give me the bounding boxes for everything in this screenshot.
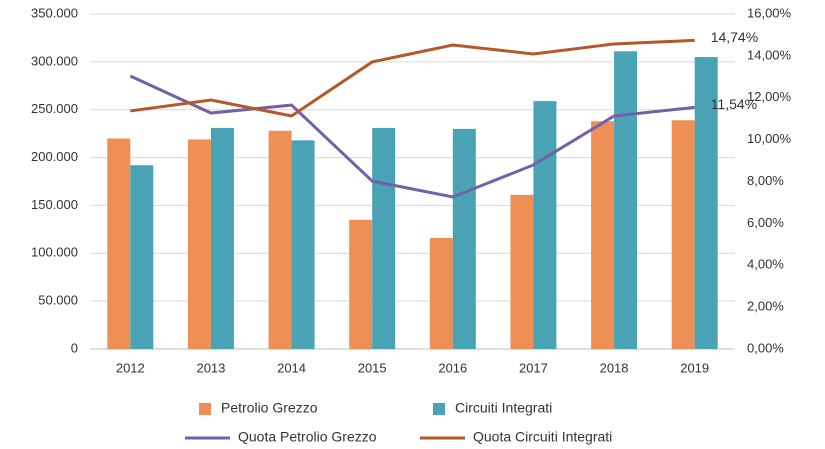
bar — [614, 51, 638, 349]
y-tick-label: 150.000 — [31, 197, 78, 212]
data-label: 14,74% — [711, 29, 758, 45]
bar — [210, 127, 234, 350]
legend-label: Petrolio Grezzo — [221, 400, 318, 416]
x-tick-label: 2016 — [438, 360, 467, 375]
x-tick-label: 2018 — [600, 360, 629, 375]
bar — [187, 139, 211, 349]
y-tick-label: 0 — [71, 340, 78, 355]
legend-label: Quota Circuiti Integrati — [473, 429, 612, 445]
y2-tick-label: 16,00% — [747, 5, 792, 20]
x-tick-label: 2017 — [519, 360, 548, 375]
bar — [349, 219, 373, 349]
bar — [452, 128, 476, 349]
line — [129, 74, 695, 199]
bar — [591, 121, 615, 349]
data-label: 11,54% — [711, 96, 757, 112]
y2-tick-label: 12,00% — [747, 89, 792, 104]
bar — [510, 194, 534, 349]
bar — [429, 237, 453, 349]
bar — [694, 57, 718, 349]
x-tick-label: 2014 — [277, 360, 306, 375]
bar — [372, 127, 396, 350]
line — [130, 38, 695, 118]
legend-label: Circuiti Integrati — [455, 400, 552, 416]
x-tick-label: 2019 — [680, 360, 709, 375]
y-tick-label: 350.000 — [31, 5, 78, 20]
x-tick-label: 2015 — [358, 360, 387, 375]
y2-tick-label: 0,00% — [747, 340, 784, 355]
legend-swatch — [433, 403, 445, 415]
bar — [130, 165, 154, 349]
y2-tick-label: 2,00% — [747, 299, 784, 314]
bar — [268, 130, 292, 349]
bar — [107, 138, 131, 349]
y-tick-label: 300.000 — [31, 53, 78, 68]
y-tick-label: 200.000 — [31, 149, 78, 164]
legend-swatch — [199, 403, 211, 415]
x-tick-label: 2012 — [116, 360, 145, 375]
bar — [533, 101, 557, 349]
y2-tick-label: 8,00% — [747, 173, 784, 188]
y2-tick-label: 4,00% — [747, 257, 784, 272]
y-tick-label: 100.000 — [31, 245, 78, 260]
bar — [291, 140, 315, 349]
y2-tick-label: 6,00% — [747, 215, 784, 230]
y-tick-label: 50.000 — [38, 293, 78, 308]
bar — [671, 120, 695, 349]
y-tick-label: 250.000 — [31, 101, 78, 116]
y2-tick-label: 14,00% — [747, 47, 792, 62]
y2-tick-label: 10,00% — [747, 131, 792, 146]
legend-label: Quota Petrolio Grezzo — [238, 429, 377, 445]
x-tick-label: 2013 — [196, 360, 225, 375]
